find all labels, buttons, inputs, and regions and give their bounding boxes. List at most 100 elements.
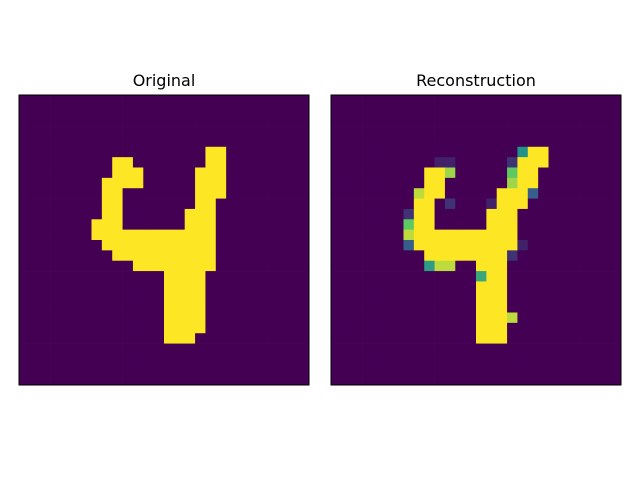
reconstruction-pixel-r21-c10 <box>434 312 446 324</box>
original-pixel-r12-c23 <box>257 219 268 230</box>
original-pixel-r2-c26 <box>288 115 299 127</box>
reconstruction-pixel-r9-c1 <box>341 188 353 199</box>
reconstruction-pixel-r9-c21 <box>548 188 560 199</box>
reconstruction-pixel-r15-c27 <box>610 250 622 262</box>
original-pixel-r12-c10 <box>122 219 134 230</box>
original-pixel-r1-c5 <box>70 105 82 117</box>
reconstruction-pixel-r0-c4 <box>372 95 384 106</box>
original-pixel-r25-c15 <box>174 353 186 365</box>
original-pixel-r21-c19 <box>215 312 227 324</box>
original-pixel-r14-c22 <box>246 240 258 251</box>
reconstruction-pixel-r5-c23 <box>569 146 580 158</box>
reconstruction-pixel-r12-c13 <box>465 219 477 230</box>
original-pixel-r16-c17 <box>195 260 206 272</box>
reconstruction-pixel-r12-c7 <box>403 219 415 230</box>
reconstruction-pixel-r27-c13 <box>465 374 477 386</box>
reconstruction-pixel-r24-c20 <box>538 343 549 355</box>
original-pixel-r24-c5 <box>70 343 82 355</box>
reconstruction-pixel-r21-c22 <box>558 312 570 324</box>
original-pixel-r6-c20 <box>226 157 237 168</box>
reconstruction-pixel-r22-c2 <box>351 322 363 334</box>
original-pixel-r12-c22 <box>246 219 258 230</box>
original-pixel-r16-c18 <box>205 260 217 272</box>
original-pixel-r2-c1 <box>29 115 41 127</box>
reconstruction-pixel-r4-c25 <box>589 136 601 148</box>
original-pixel-r11-c4 <box>60 208 72 220</box>
reconstruction-pixel-r27-c8 <box>413 374 425 386</box>
reconstruction-pixel-r17-c11 <box>444 271 456 282</box>
original-pixel-r13-c17 <box>195 229 206 241</box>
reconstruction-pixel-r10-c22 <box>558 198 570 210</box>
original-pixel-r17-c10 <box>122 271 134 282</box>
original-pixel-r25-c14 <box>164 353 175 365</box>
original-pixel-r11-c9 <box>112 208 123 220</box>
original-pixel-r7-c16 <box>184 167 196 179</box>
reconstruction-pixel-r23-c11 <box>444 333 456 344</box>
reconstruction-pixel-r17-c20 <box>538 271 549 282</box>
original-pixel-r11-c25 <box>277 208 289 220</box>
original-pixel-r16-c6 <box>81 260 92 272</box>
original-pixel-r21-c2 <box>39 312 51 324</box>
original-pixel-r25-c7 <box>91 353 103 365</box>
original-pixel-r0-c14 <box>164 95 175 106</box>
original-pixel-r22-c16 <box>184 322 196 334</box>
original-pixel-r12-c11 <box>132 219 144 230</box>
original-pixel-r2-c12 <box>143 115 154 127</box>
reconstruction-pixel-r4-c1 <box>341 136 353 148</box>
original-pixel-r15-c16 <box>184 250 196 262</box>
reconstruction-pixel-r27-c0 <box>331 374 342 386</box>
reconstruction-pixel-r14-c13 <box>465 240 477 251</box>
original-pixel-r12-c5 <box>70 219 82 230</box>
reconstruction-pixel-r13-c12 <box>455 229 466 241</box>
original-pixel-r4-c9 <box>112 136 123 148</box>
reconstruction-pixel-r0-c1 <box>341 95 353 106</box>
original-pixel-r21-c16 <box>184 312 196 324</box>
reconstruction-pixel-r15-c7 <box>403 250 415 262</box>
original-pixel-r11-c20 <box>226 208 237 220</box>
original-pixel-r22-c26 <box>288 322 299 334</box>
original-pixel-r12-c27 <box>298 219 310 230</box>
original-pixel-r16-c22 <box>246 260 258 272</box>
reconstruction-pixel-r24-c6 <box>393 343 404 355</box>
original-pixel-r17-c25 <box>277 271 289 282</box>
original-pixel-r20-c24 <box>267 302 279 313</box>
reconstruction-pixel-r9-c26 <box>600 188 611 199</box>
original-pixel-r19-c22 <box>246 291 258 303</box>
reconstruction-pixel-r7-c0 <box>331 167 342 179</box>
original-pixel-r0-c3 <box>50 95 61 106</box>
reconstruction-pixel-r22-c10 <box>434 322 446 334</box>
reconstruction-pixel-r24-c16 <box>496 343 508 355</box>
original-pixel-r21-c13 <box>153 312 165 324</box>
original-pixel-r3-c11 <box>132 126 144 137</box>
original-pixel-r8-c0 <box>19 177 30 189</box>
original-pixel-r12-c16 <box>184 219 196 230</box>
original-pixel-r16-c27 <box>298 260 310 272</box>
original-pixel-r2-c21 <box>236 115 248 127</box>
original-pixel-r8-c5 <box>70 177 82 189</box>
reconstruction-pixel-r18-c14 <box>476 281 487 293</box>
reconstruction-pixel-r19-c3 <box>362 291 373 303</box>
reconstruction-pixel-r1-c22 <box>558 105 570 117</box>
original-pixel-r17-c23 <box>257 271 268 282</box>
original-pixel-r20-c11 <box>132 302 144 313</box>
original-pixel-r0-c10 <box>122 95 134 106</box>
reconstruction-pixel-r15-c20 <box>538 250 549 262</box>
reconstruction-pixel-r21-c0 <box>331 312 342 324</box>
original-pixel-r9-c14 <box>164 188 175 199</box>
reconstruction-pixel-r11-c12 <box>455 208 466 220</box>
reconstruction-pixel-r6-c3 <box>362 157 373 168</box>
original-pixel-r22-c2 <box>39 322 51 334</box>
original-pixel-r7-c24 <box>267 167 279 179</box>
original-pixel-r20-c5 <box>70 302 82 313</box>
reconstruction-pixel-r14-c27 <box>610 240 622 251</box>
reconstruction-pixel-r3-c22 <box>558 126 570 137</box>
original-pixel-r1-c3 <box>50 105 61 117</box>
reconstruction-pixel-r11-c18 <box>517 208 529 220</box>
reconstruction-pixel-r3-c20 <box>538 126 549 137</box>
original-pixel-r26-c0 <box>19 364 30 375</box>
reconstruction-pixel-r12-c8 <box>413 219 425 230</box>
reconstruction-pixel-r27-c9 <box>424 374 435 386</box>
reconstruction-pixel-r21-c5 <box>382 312 394 324</box>
reconstruction-pixel-r4-c2 <box>351 136 363 148</box>
reconstruction-pixel-r12-c11 <box>444 219 456 230</box>
